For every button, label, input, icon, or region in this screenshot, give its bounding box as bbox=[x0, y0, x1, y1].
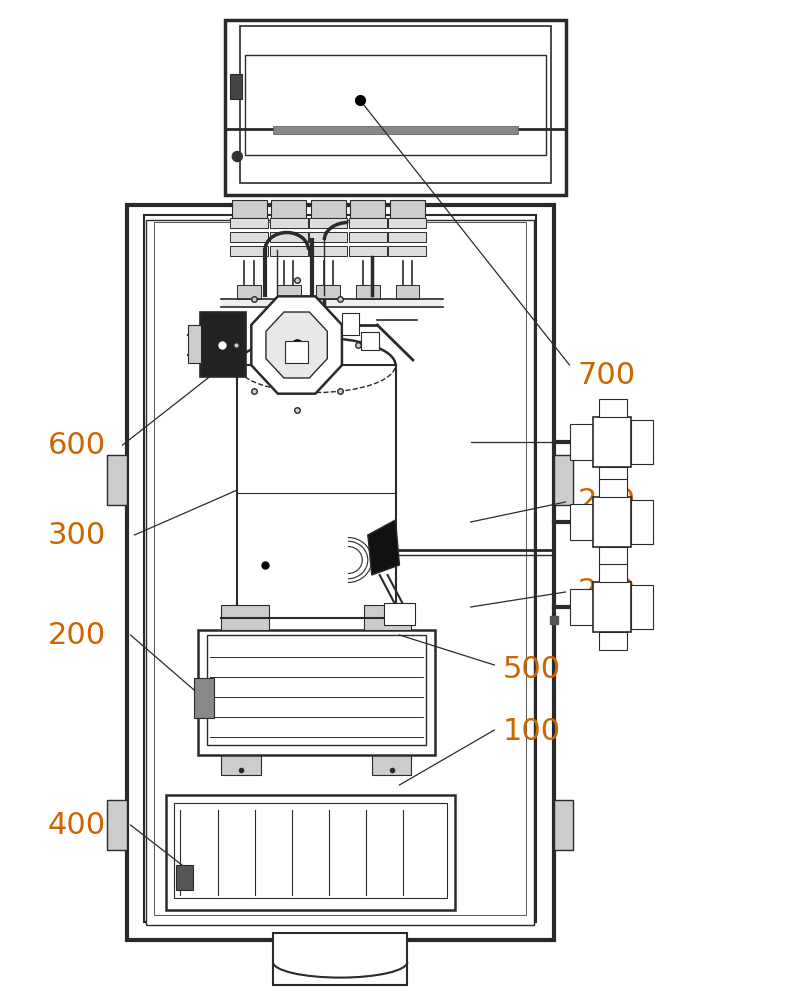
Bar bbox=[349, 218, 387, 228]
Bar bbox=[270, 232, 308, 242]
Bar bbox=[316, 285, 340, 299]
Bar bbox=[188, 325, 201, 363]
Bar bbox=[554, 800, 573, 850]
Bar bbox=[599, 399, 627, 417]
Bar bbox=[390, 200, 425, 218]
Bar bbox=[570, 424, 593, 460]
Bar bbox=[232, 200, 267, 218]
Bar bbox=[174, 803, 447, 898]
Bar bbox=[349, 246, 387, 256]
Bar bbox=[364, 605, 411, 630]
Bar bbox=[356, 285, 380, 299]
Bar bbox=[273, 933, 407, 985]
Bar bbox=[176, 865, 193, 890]
Bar bbox=[221, 755, 261, 775]
Bar bbox=[631, 500, 653, 544]
Bar bbox=[277, 285, 301, 299]
Bar bbox=[127, 205, 554, 940]
Bar bbox=[599, 547, 627, 565]
Bar bbox=[271, 200, 306, 218]
Text: 300: 300 bbox=[47, 520, 106, 550]
Bar bbox=[240, 26, 551, 183]
Text: 200: 200 bbox=[47, 620, 105, 650]
Bar bbox=[200, 312, 246, 377]
Bar bbox=[270, 246, 308, 256]
Bar bbox=[107, 800, 127, 850]
Bar bbox=[309, 218, 347, 228]
Bar bbox=[237, 365, 396, 650]
Bar bbox=[311, 200, 346, 218]
Text: 400: 400 bbox=[47, 810, 105, 840]
Bar bbox=[166, 795, 455, 910]
Bar bbox=[230, 246, 268, 256]
Polygon shape bbox=[266, 312, 327, 378]
Text: 500: 500 bbox=[502, 656, 560, 684]
Bar bbox=[599, 467, 627, 485]
Bar bbox=[570, 589, 593, 625]
Bar bbox=[230, 218, 268, 228]
Bar bbox=[599, 632, 627, 650]
Bar bbox=[194, 678, 214, 718]
Bar bbox=[144, 215, 536, 922]
Bar bbox=[230, 74, 242, 99]
Bar bbox=[270, 218, 308, 228]
Bar bbox=[350, 200, 385, 218]
Bar bbox=[221, 299, 443, 307]
Bar bbox=[221, 605, 269, 630]
Text: 220: 220 bbox=[577, 578, 635, 606]
Bar bbox=[570, 504, 593, 540]
Bar bbox=[237, 285, 261, 299]
Bar bbox=[388, 218, 426, 228]
Bar bbox=[285, 341, 308, 363]
Bar bbox=[599, 564, 627, 582]
Bar bbox=[599, 479, 627, 497]
Bar bbox=[361, 332, 379, 350]
Bar bbox=[207, 635, 426, 745]
Bar bbox=[372, 755, 411, 775]
Bar bbox=[225, 20, 566, 195]
Bar bbox=[631, 420, 653, 464]
Text: 800: 800 bbox=[577, 428, 636, 456]
Bar bbox=[342, 313, 359, 335]
Bar bbox=[146, 220, 534, 925]
Polygon shape bbox=[368, 520, 399, 575]
Bar bbox=[198, 630, 435, 755]
Bar bbox=[593, 417, 631, 467]
Bar bbox=[631, 585, 653, 629]
Bar bbox=[593, 582, 631, 632]
Text: 600: 600 bbox=[47, 430, 105, 460]
Bar bbox=[245, 55, 546, 155]
Bar bbox=[230, 232, 268, 242]
Bar bbox=[554, 455, 573, 505]
Bar bbox=[384, 603, 415, 625]
Bar bbox=[593, 497, 631, 547]
Text: 700: 700 bbox=[577, 360, 635, 389]
Bar bbox=[388, 246, 426, 256]
Bar bbox=[309, 232, 347, 242]
Polygon shape bbox=[252, 296, 342, 394]
Bar bbox=[154, 222, 526, 915]
Bar bbox=[396, 285, 419, 299]
Bar bbox=[309, 246, 347, 256]
Bar bbox=[349, 232, 387, 242]
Text: 210: 210 bbox=[577, 488, 635, 516]
Circle shape bbox=[233, 151, 242, 161]
Bar bbox=[388, 232, 426, 242]
Bar bbox=[273, 126, 518, 134]
Bar bbox=[107, 455, 127, 505]
Text: 100: 100 bbox=[502, 718, 560, 746]
